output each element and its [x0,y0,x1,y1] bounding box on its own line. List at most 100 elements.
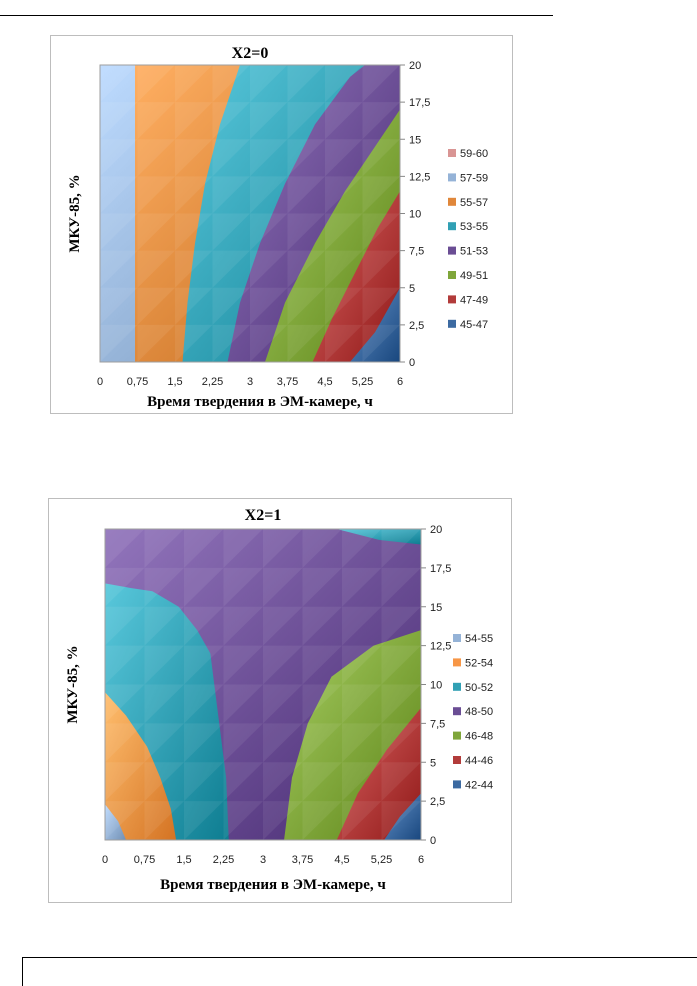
facet [175,139,213,177]
facet [263,606,303,646]
facet [100,287,138,325]
facet [381,684,421,724]
y-tick-label: 2,5 [430,796,445,808]
facet [325,213,363,251]
facet [263,684,303,724]
legend-label: 42-44 [465,779,493,791]
facet [250,324,288,362]
facet [287,65,325,103]
facet [212,250,250,288]
facet [342,645,382,685]
facet [223,801,263,840]
facet [223,567,263,607]
surface-facets [105,529,421,840]
facet [263,567,303,607]
facet [302,529,342,568]
facet [175,287,213,325]
x-tick-label: 3 [260,854,266,866]
chart-title: X2=0 [232,45,269,62]
facet [302,762,342,802]
facet [287,287,325,325]
y-tick-label: 5 [409,283,415,295]
band-45-47 [350,287,400,362]
legend-label: 47-49 [460,294,488,306]
facet [223,684,263,724]
facet [137,213,175,251]
facet [175,324,213,362]
x-tick-label: 3,75 [277,376,298,388]
chart-title: X2=1 [245,507,282,524]
legend-swatch [448,222,456,231]
facet [105,762,145,802]
band-52-54 [105,692,177,840]
x-axis-label: Время твердения в ЭМ-камере, ч [147,394,373,410]
facet [105,606,145,646]
facet [302,723,342,763]
facet [342,567,382,607]
legend-label: 54-55 [465,633,493,645]
facet [342,762,382,802]
facet [362,176,400,214]
facet [263,801,303,840]
facet [184,567,224,607]
legend-label: 44-46 [465,755,493,767]
chart-canvas: X2=00 0,75 1,5 2,25 3 3,75 4,5 5,25 602,557,5101… [67,45,488,410]
legend-swatch [453,780,461,789]
facet [250,287,288,325]
facet [325,139,363,177]
facet [250,250,288,288]
facet [105,684,145,724]
band-54-55 [105,804,127,840]
facet [325,324,363,362]
facet [302,606,342,646]
facet [287,324,325,362]
facet [381,567,421,607]
x-tick-label: 2,25 [213,854,234,866]
y-tick-label: 15 [430,602,442,614]
legend-swatch [453,682,461,691]
facet [250,139,288,177]
x-tick-label: 0,75 [127,376,148,388]
facet [100,65,138,103]
facet [144,801,184,840]
facet [342,684,382,724]
y-tick-label: 10 [430,680,442,692]
legend-swatch [448,319,456,328]
x-tick-label: 2,25 [202,376,223,388]
facet [342,606,382,646]
y-tick-label: 12,5 [430,641,451,653]
facet [105,801,145,840]
facet [325,65,363,103]
legend-swatch [448,271,456,279]
facet [250,213,288,251]
facet [105,723,145,763]
facet [137,324,175,362]
facet [175,176,213,214]
legend-swatch [453,658,461,667]
facet [100,139,138,177]
facet [105,529,145,568]
facet [223,529,263,568]
facet [381,529,421,568]
facet [137,65,175,103]
facet [263,762,303,802]
facet [184,801,224,840]
facet [137,102,175,140]
facet [263,529,303,568]
legend-swatch [448,149,456,157]
x-tick-label: 1,5 [176,854,191,866]
facet [342,723,382,763]
y-axis-label: МКУ-85, % [65,645,81,723]
footer-rule [22,957,697,958]
facet [325,102,363,140]
facet [137,250,175,288]
facet [223,762,263,802]
facet [381,801,421,840]
contour-chart-x2-0: X2=0 0 0,75 1,5 2,25 3 3,75 4,5 5,25 6 0 2,5 5 7,5 10 1… [50,35,513,414]
facet [287,213,325,251]
facet [144,606,184,646]
facet [250,102,288,140]
legend-label: 51-53 [460,246,488,258]
facet [184,645,224,685]
x-tick-label: 6 [418,854,424,866]
